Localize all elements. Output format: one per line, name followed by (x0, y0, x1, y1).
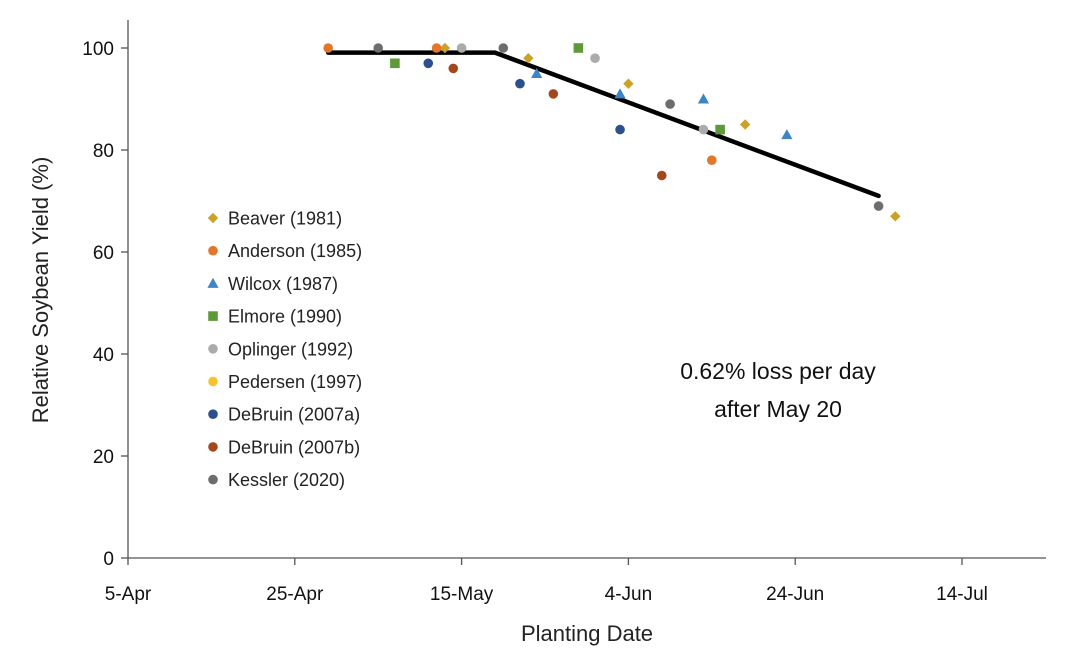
y-tick-label: 40 (93, 345, 114, 366)
data-point-kessler-2020 (373, 43, 384, 53)
legend-label: DeBruin (2007b) (228, 437, 360, 457)
x-tick-label: 25-Apr (266, 584, 324, 605)
x-tick-label: 15-May (430, 584, 494, 605)
data-point-anderson-1985 (707, 155, 717, 165)
data-point-debruin-2007b (656, 170, 667, 181)
legend-marker (208, 442, 218, 452)
legend-label: Wilcox (1987) (228, 274, 338, 294)
legend-label: DeBruin (2007a) (228, 405, 360, 425)
data-point-elmore-1990 (390, 58, 400, 69)
x-tick-label: 5-Apr (105, 584, 152, 605)
legend-label: Pedersen (1997) (228, 372, 362, 392)
trend-line (325, 50, 881, 199)
legend-label: Oplinger (1992) (228, 339, 353, 359)
y-tick-label: 0 (103, 549, 114, 570)
x-ticks: 5-Apr 25-Apr 15-May 4-Jun 24-Jun 14-Jul (105, 558, 988, 605)
legend-item-elmore-1990: Elmore (1990) (208, 307, 342, 327)
data-point-debruin-2007b (548, 89, 559, 99)
data-point-debruin-2007b (448, 63, 459, 74)
legend-item-kessler-2020: Kessler (2020) (208, 470, 345, 490)
annotation-line-1: 0.62% loss per day (680, 358, 876, 384)
data-point-beaver-1981 (439, 42, 451, 54)
legend-marker (208, 376, 218, 387)
data-point-anderson-1985 (323, 43, 333, 53)
trend (325, 50, 881, 199)
data-point-anderson-1985 (431, 43, 442, 53)
legend-item-debruin-2007a: DeBruin (2007a) (208, 405, 360, 425)
x-tick-label: 24-Jun (766, 584, 824, 605)
y-tick-label: 100 (82, 39, 114, 60)
legend-label: Elmore (1990) (228, 307, 342, 327)
data-point-kessler-2020 (665, 99, 675, 109)
axes (127, 20, 1046, 559)
x-tick-label: 4-Jun (605, 584, 653, 605)
legend-label: Anderson (1985) (228, 241, 362, 261)
data-point-wilcox-1987 (531, 67, 543, 78)
data-point-beaver-1981 (623, 78, 634, 89)
legend-marker (208, 409, 218, 420)
legend-marker (208, 245, 218, 256)
legend-item-beaver-1981: Beaver (1981) (207, 209, 342, 229)
legend-item-wilcox-1987: Wilcox (1987) (207, 274, 338, 294)
data-point-beaver-1981 (739, 119, 751, 130)
data-point-elmore-1990 (715, 124, 725, 135)
data-point-elmore-1990 (573, 43, 584, 53)
legend: Beaver (1981) Anderson (1985) Wilcox (1987… (207, 209, 362, 490)
data-point-wilcox-1987 (614, 88, 626, 99)
legend-item-anderson-1985: Anderson (1985) (208, 241, 362, 261)
y-ticks: 0 20 40 60 80 100 (82, 39, 128, 570)
data-point-wilcox-1987 (781, 129, 793, 140)
annotation-line-2: after May 20 (714, 396, 842, 422)
legend-marker (208, 344, 218, 354)
data-point-kessler-2020 (498, 43, 509, 53)
data-point-wilcox-1987 (697, 93, 710, 104)
x-tick-label: 14-Jul (936, 584, 988, 605)
legend-marker (207, 212, 219, 224)
y-tick-label: 80 (93, 141, 114, 162)
data-point-oplinger-1992 (698, 124, 709, 135)
data-point-debruin-2007a (615, 124, 625, 135)
legend-marker (207, 277, 219, 288)
y-axis-title: Relative Soybean Yield (%) (28, 157, 53, 424)
legend-label: Kessler (2020) (228, 470, 345, 490)
legend-label: Beaver (1981) (228, 209, 342, 229)
y-tick-label: 60 (93, 243, 114, 264)
data-point-beaver-1981 (890, 211, 901, 222)
y-tick-label: 20 (93, 447, 114, 468)
data-point-oplinger-1992 (590, 53, 600, 63)
legend-item-debruin-2007b: DeBruin (2007b) (208, 437, 360, 457)
data-point-debruin-2007a (423, 58, 434, 69)
legend-marker (208, 311, 218, 321)
data-point-kessler-2020 (873, 201, 884, 211)
x-axis-title: Planting Date (521, 621, 653, 646)
legend-item-oplinger-1992: Oplinger (1992) (208, 339, 353, 359)
data-point-debruin-2007a (515, 78, 525, 89)
legend-item-pedersen-1997: Pedersen (1997) (208, 372, 362, 392)
data-points (323, 42, 901, 222)
data-point-oplinger-1992 (456, 43, 467, 53)
legend-marker (208, 474, 218, 485)
data-point-beaver-1981 (523, 53, 534, 64)
